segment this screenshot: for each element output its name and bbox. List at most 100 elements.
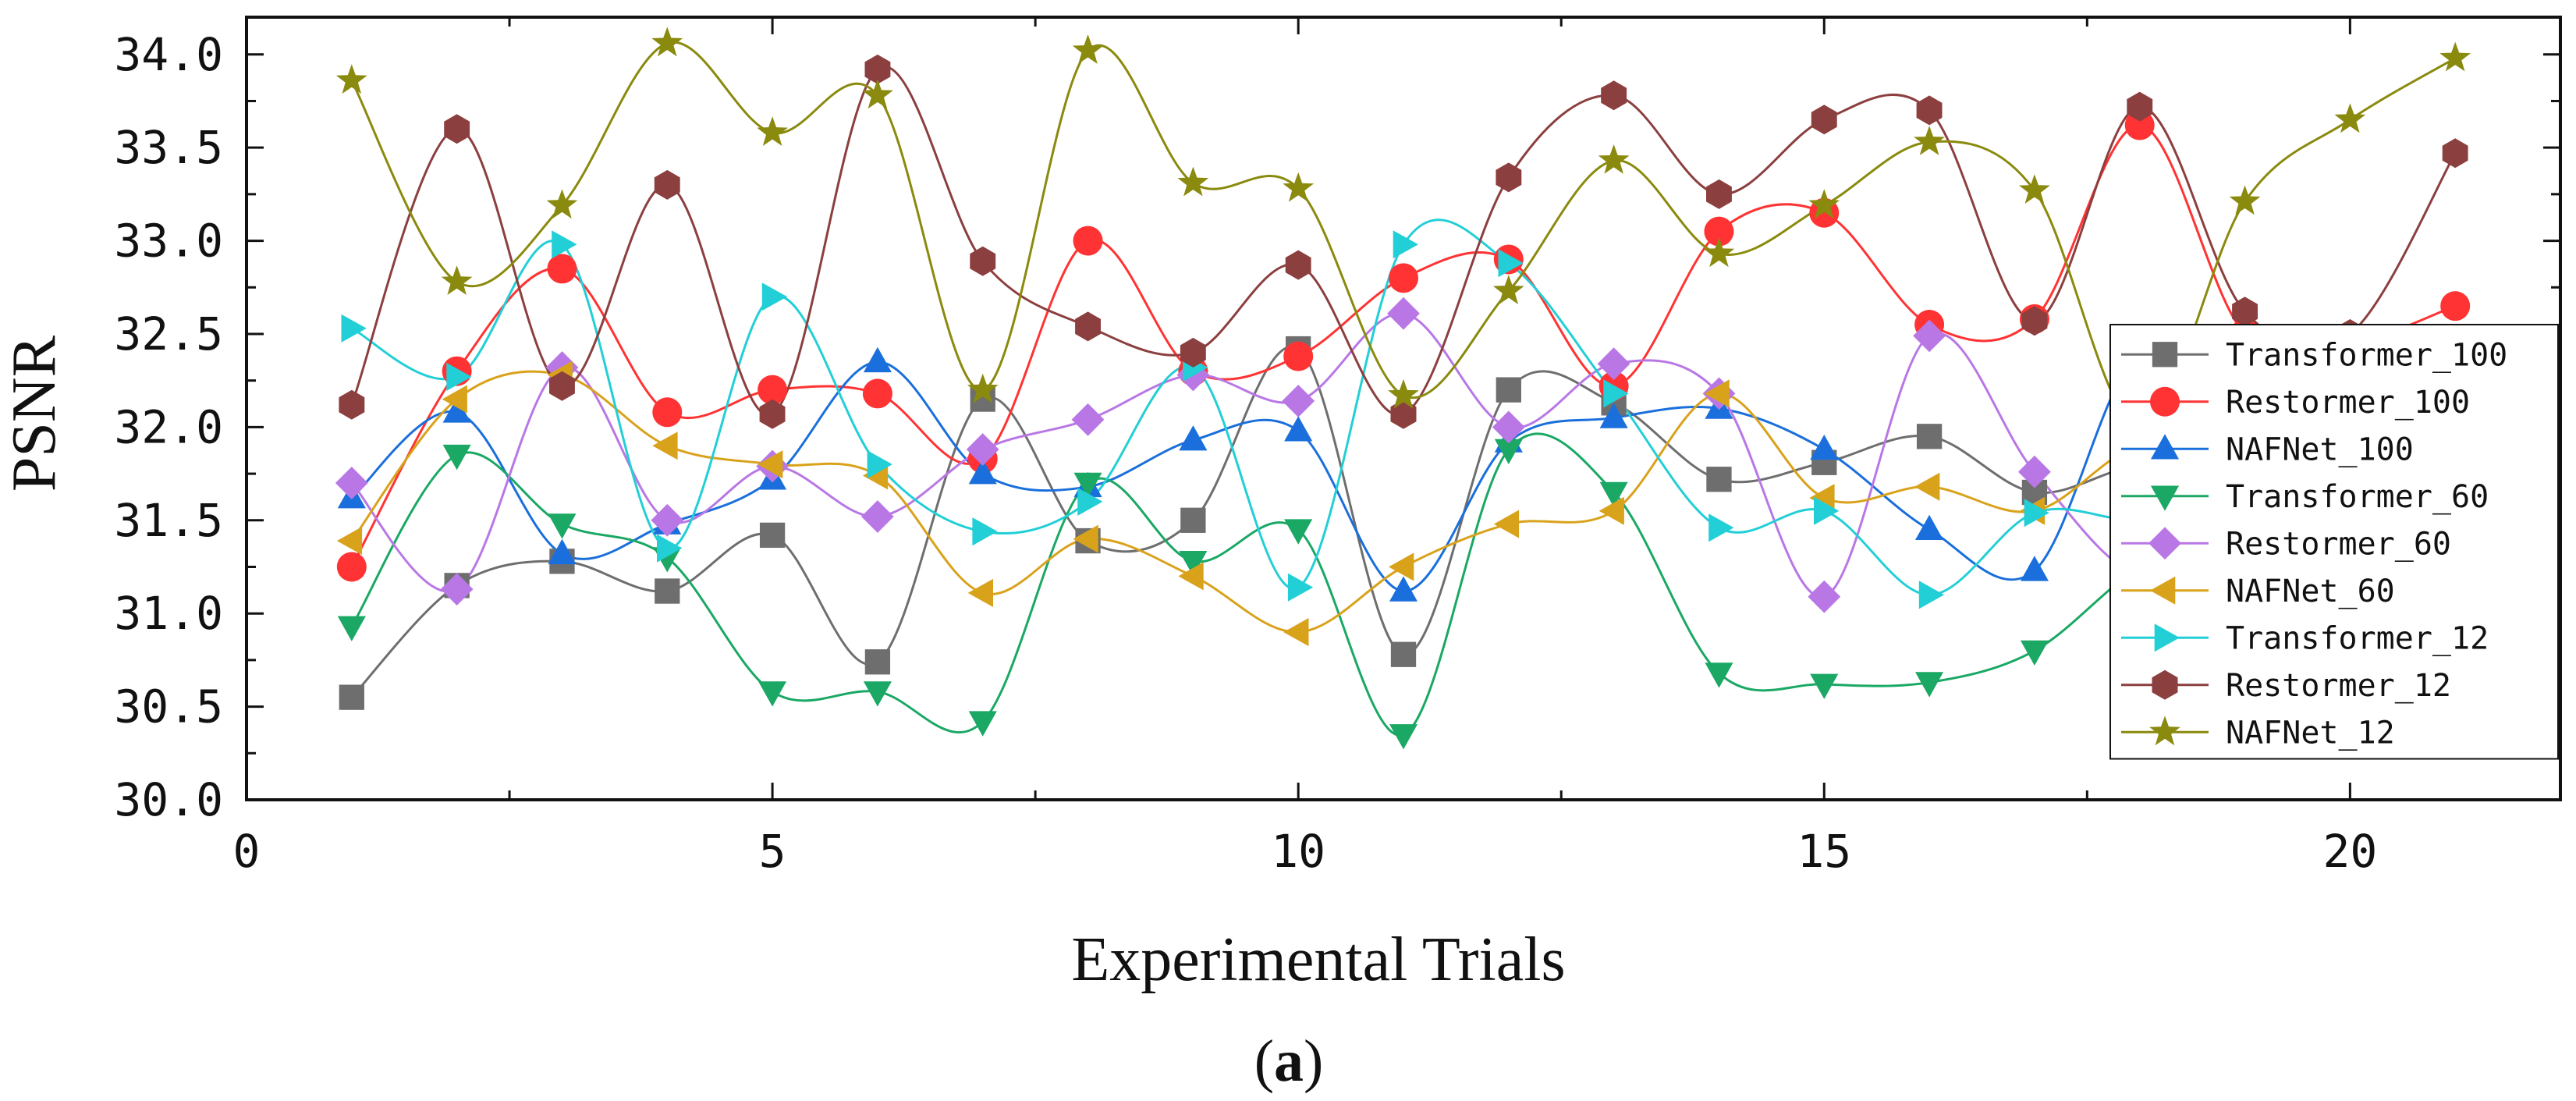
data-point-transformer-100 (1180, 507, 1206, 533)
data-point-transformer-100 (864, 649, 891, 675)
data-point-transformer-100 (1916, 424, 1943, 449)
data-point-nafnet-60 (967, 578, 993, 607)
data-point-nafnet-100 (442, 397, 471, 423)
legend-marker-restormer-12 (2152, 669, 2178, 700)
data-point-transformer-12 (1814, 496, 1840, 525)
legend-marker-restormer-60 (2148, 527, 2181, 560)
x-axis: 0 5 10 15 20 (233, 17, 2377, 878)
legend-label-restormer-100: Restormer_100 (2226, 385, 2470, 421)
data-point-nafnet-12 (335, 64, 367, 94)
data-point-transformer-60 (1073, 472, 1102, 498)
data-point-nafnet-12 (2019, 174, 2050, 204)
data-point-transformer-12 (657, 534, 683, 563)
data-point-nafnet-60 (1389, 552, 1414, 581)
x-tick-label: 0 (233, 825, 261, 878)
data-point-restormer-12 (1390, 399, 1417, 429)
legend: Transformer_100 Restormer_100 NAFNet_100 Tr… (2109, 324, 2559, 760)
y-tick-label: 30.0 (114, 773, 223, 826)
y-axis: 30.0 30.5 31.0 31.5 32.0 32.5 33.0 33.5 34.0 (114, 28, 2560, 826)
data-point-transformer-100 (655, 578, 680, 604)
data-point-restormer-12 (444, 114, 470, 144)
data-point-nafnet-100 (1284, 416, 1313, 442)
y-tick-label: 30.5 (114, 680, 223, 733)
data-point-transformer-12 (1287, 573, 1314, 602)
data-point-restormer-100 (1283, 341, 1314, 371)
data-point-transformer-60 (968, 711, 997, 737)
data-point-restormer-100 (2440, 291, 2471, 321)
data-point-nafnet-12 (1703, 237, 1735, 268)
data-point-restormer-12 (1811, 105, 1837, 135)
data-point-nafnet-60 (1283, 618, 1309, 647)
data-point-transformer-12 (1708, 513, 1734, 542)
caption-open-paren: ( (1254, 1028, 1274, 1094)
data-point-transformer-60 (758, 681, 787, 707)
legend-marker-transformer-60 (2150, 485, 2180, 511)
legend-label-transformer-60: Transformer_60 (2226, 479, 2489, 515)
x-axis-title: Experimental Trials (1071, 925, 1565, 994)
data-point-nafnet-100 (1599, 403, 1628, 428)
data-point-restormer-12 (2021, 306, 2048, 336)
data-point-nafnet-60 (652, 432, 678, 460)
data-point-restormer-12 (1706, 179, 1732, 209)
data-point-restormer-12 (1496, 162, 1522, 193)
figure-caption: (a) (1254, 1028, 1324, 1094)
data-point-restormer-60 (1282, 385, 1315, 417)
legend-label-transformer-12: Transformer_12 (2226, 620, 2489, 656)
data-point-transformer-12 (972, 517, 998, 546)
y-tick-label: 34.0 (114, 28, 223, 81)
legend-label-restormer-60: Restormer_60 (2226, 526, 2451, 562)
data-point-nafnet-12 (1808, 189, 1840, 219)
data-point-nafnet-100 (863, 346, 892, 373)
data-point-transformer-60 (1705, 662, 1733, 688)
data-point-restormer-12 (1601, 80, 1627, 111)
legend-marker-nafnet-60 (2150, 576, 2176, 605)
data-point-nafnet-100 (1810, 435, 1839, 460)
data-point-nafnet-60 (1704, 379, 1730, 408)
data-point-restormer-12 (549, 371, 575, 401)
data-point-restormer-12 (759, 399, 786, 429)
legend-marker-transformer-12 (2154, 623, 2180, 652)
data-point-nafnet-12 (651, 27, 683, 57)
data-point-nafnet-100 (1915, 514, 1944, 540)
data-point-restormer-60 (651, 503, 684, 537)
data-point-transformer-100 (339, 684, 364, 710)
data-point-restormer-12 (864, 54, 891, 84)
data-point-restormer-12 (1180, 337, 1206, 368)
data-point-nafnet-12 (967, 373, 999, 403)
caption-letter: a (1274, 1028, 1304, 1094)
data-point-nafnet-100 (1389, 576, 1418, 602)
data-point-restormer-100 (2124, 110, 2155, 140)
data-point-restormer-100 (652, 397, 683, 428)
data-point-restormer-12 (970, 246, 996, 276)
plot-frame (245, 16, 2562, 801)
data-point-transformer-60 (1179, 551, 1208, 577)
y-tick-label: 32.5 (114, 307, 223, 360)
data-point-transformer-60 (1915, 672, 1944, 698)
data-point-restormer-100 (1704, 216, 1734, 247)
data-point-transformer-60 (1494, 439, 1523, 464)
data-point-transformer-12 (1077, 487, 1103, 516)
data-point-nafnet-60 (758, 450, 783, 479)
data-point-restormer-60 (966, 433, 999, 466)
data-point-nafnet-12 (1177, 166, 1209, 197)
data-point-transformer-60 (1599, 481, 1628, 507)
legend-box (2109, 324, 2559, 760)
data-point-nafnet-12 (757, 116, 788, 146)
data-point-restormer-12 (654, 169, 680, 200)
x-tick-label: 5 (759, 825, 786, 878)
data-point-restormer-60 (1071, 403, 1105, 436)
data-point-transformer-100 (759, 522, 786, 549)
data-point-nafnet-100 (548, 538, 577, 565)
data-point-transformer-100 (1496, 377, 1521, 403)
data-point-nafnet-12 (1283, 172, 1315, 202)
y-tick-label: 31.0 (114, 587, 223, 640)
data-point-transformer-60 (1810, 673, 1839, 699)
data-point-nafnet-12 (2334, 103, 2366, 133)
data-point-restormer-60 (1913, 319, 1946, 353)
caption-close-paren: ) (1304, 1028, 1323, 1094)
legend-label-transformer-100: Transformer_100 (2226, 337, 2507, 373)
data-point-nafnet-12 (2229, 185, 2261, 215)
data-point-transformer-60 (442, 444, 471, 471)
data-point-nafnet-60 (442, 385, 467, 414)
